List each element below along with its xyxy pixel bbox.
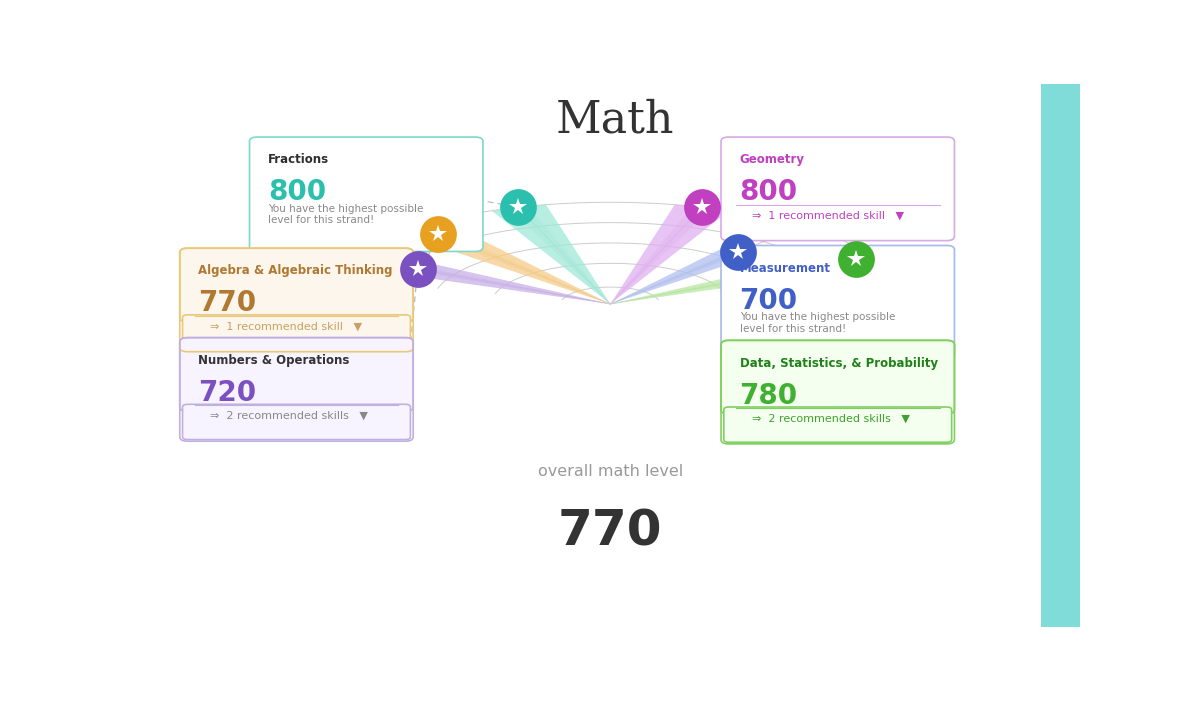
- Polygon shape: [419, 229, 607, 303]
- Text: ⇒  2 recommended skills   ▼: ⇒ 2 recommended skills ▼: [751, 413, 910, 424]
- Text: overall math level: overall math level: [538, 464, 683, 479]
- FancyBboxPatch shape: [721, 246, 954, 360]
- Point: [846, 254, 865, 265]
- Point: [509, 201, 528, 213]
- Point: [428, 228, 448, 239]
- Text: Data, Statistics, & Probability: Data, Statistics, & Probability: [739, 357, 937, 370]
- Polygon shape: [612, 206, 712, 303]
- Polygon shape: [613, 251, 743, 303]
- Text: You have the highest possible
level for this strand!: You have the highest possible level for …: [268, 203, 424, 225]
- FancyBboxPatch shape: [182, 315, 410, 350]
- Polygon shape: [611, 205, 730, 303]
- Text: 770: 770: [198, 289, 257, 318]
- FancyBboxPatch shape: [250, 137, 482, 251]
- Text: Algebra & Algebraic Thinking: Algebra & Algebraic Thinking: [198, 265, 392, 277]
- Polygon shape: [492, 205, 610, 303]
- FancyBboxPatch shape: [724, 407, 952, 442]
- Text: ⇒  1 recommended skill   ▼: ⇒ 1 recommended skill ▼: [210, 321, 362, 332]
- Text: ⇒  1 recommended skill   ▼: ⇒ 1 recommended skill ▼: [751, 210, 904, 220]
- FancyBboxPatch shape: [180, 249, 413, 322]
- Text: 770: 770: [558, 508, 662, 555]
- Text: You have the highest possible
level for this strand!: You have the highest possible level for …: [739, 312, 895, 334]
- FancyBboxPatch shape: [721, 340, 954, 414]
- Point: [728, 246, 748, 258]
- Text: 780: 780: [739, 382, 798, 410]
- FancyBboxPatch shape: [721, 137, 954, 241]
- Text: 720: 720: [198, 379, 257, 407]
- Polygon shape: [431, 232, 607, 303]
- Text: 800: 800: [739, 178, 798, 206]
- FancyBboxPatch shape: [182, 404, 410, 439]
- Text: ⇒  2 recommended skills   ▼: ⇒ 2 recommended skills ▼: [210, 411, 368, 421]
- Text: 800: 800: [268, 178, 326, 206]
- Polygon shape: [614, 257, 860, 303]
- Point: [408, 263, 427, 275]
- Text: Geometry: Geometry: [739, 153, 805, 166]
- Text: Math: Math: [556, 98, 674, 142]
- Polygon shape: [409, 263, 606, 303]
- FancyBboxPatch shape: [1040, 84, 1080, 627]
- FancyBboxPatch shape: [180, 338, 413, 411]
- Text: Measurement: Measurement: [739, 262, 830, 275]
- Polygon shape: [414, 267, 606, 303]
- Polygon shape: [613, 248, 752, 303]
- Text: 700: 700: [739, 287, 798, 315]
- Polygon shape: [509, 206, 610, 303]
- Polygon shape: [614, 251, 866, 303]
- Text: Fractions: Fractions: [268, 153, 329, 166]
- Text: Numbers & Operations: Numbers & Operations: [198, 354, 349, 367]
- Point: [692, 201, 712, 213]
